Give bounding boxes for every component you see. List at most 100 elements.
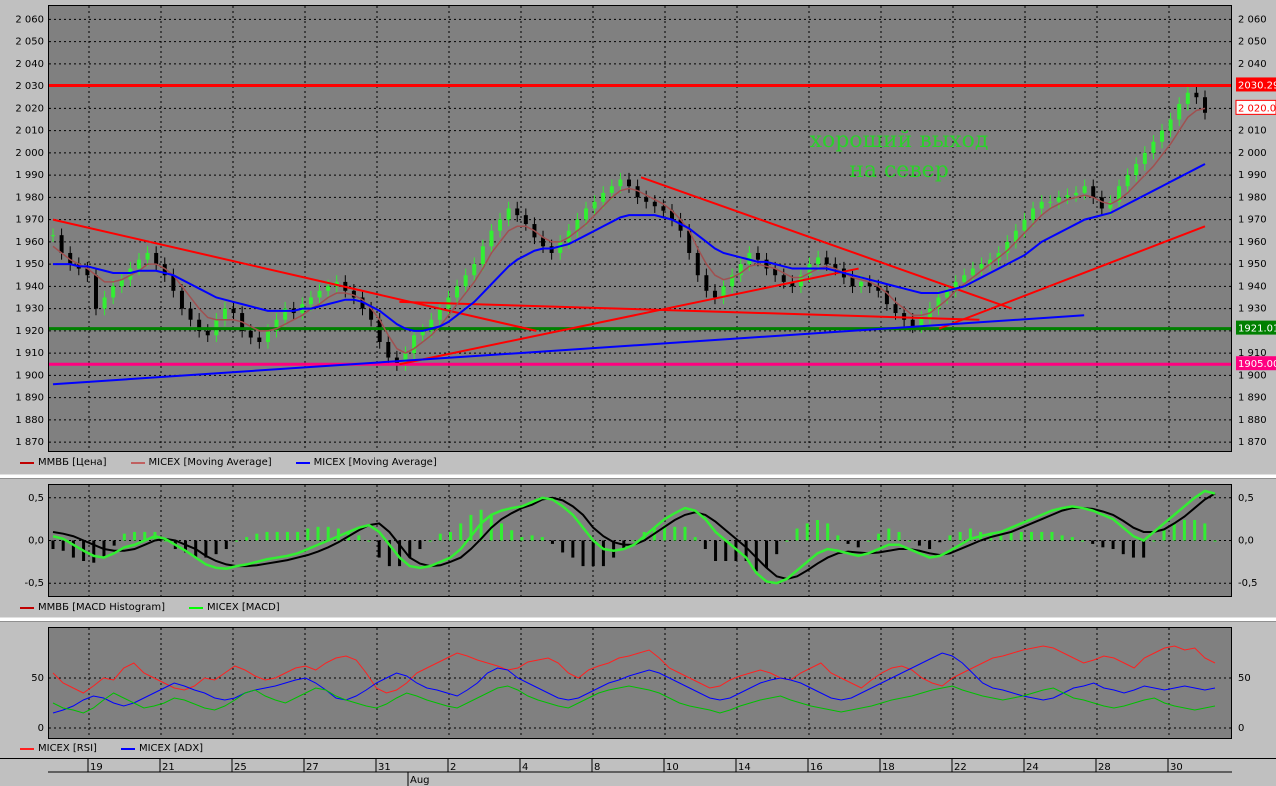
- x-tick-label: 24: [1026, 762, 1039, 773]
- price-tag-label: 1905.00: [1238, 359, 1276, 370]
- macd-histogram-bar: [306, 528, 310, 541]
- candle-body: [1056, 197, 1061, 202]
- candle-body: [248, 330, 253, 338]
- candle-body: [644, 197, 649, 202]
- candle-body: [807, 264, 812, 276]
- macd-histogram-bar: [234, 540, 238, 542]
- macd-histogram-bar: [866, 540, 870, 542]
- candle-body: [222, 308, 227, 320]
- trend-line: [52, 218, 537, 332]
- macd-histogram-bar: [601, 540, 605, 567]
- candle-body: [317, 290, 322, 298]
- macd-histogram-bar: [1152, 540, 1156, 542]
- x-tick-label: 27: [306, 762, 319, 773]
- legend-label: MICEX [ADX]: [138, 743, 204, 754]
- candle-body: [1082, 186, 1087, 193]
- macd-histogram-bar: [815, 520, 819, 541]
- candle-body: [1048, 201, 1053, 203]
- annotation-line-2: на север: [849, 158, 949, 183]
- macd-histogram-bar: [612, 540, 616, 558]
- macd-plot[interactable]: [48, 484, 1232, 597]
- macd-histogram-bar: [296, 531, 300, 541]
- candle-body: [592, 201, 597, 209]
- candle-body: [1168, 119, 1173, 131]
- candle-body: [506, 208, 511, 220]
- time-axis[interactable]: 19 21 25 27 31 2 4 8 10 14 16 18 22 24 28 30 Aug: [0, 758, 1276, 786]
- rsi-plot[interactable]: [48, 627, 1232, 739]
- macd-histogram-bar: [224, 540, 228, 550]
- candle-body: [171, 275, 176, 291]
- candle-body: [687, 230, 692, 253]
- price-plot[interactable]: хороший выход на север: [48, 5, 1232, 452]
- macd-histogram-bar: [1142, 540, 1146, 558]
- panel-separator[interactable]: [0, 617, 1276, 622]
- candle-body: [910, 319, 915, 327]
- legend-swatch: [20, 461, 34, 464]
- candle-body: [755, 252, 760, 260]
- macd-histogram-bar: [387, 540, 391, 567]
- y-tick-label: 2 060: [1238, 14, 1267, 25]
- macd-histogram-bar: [540, 537, 544, 541]
- candle-body: [68, 252, 73, 265]
- candle-body: [945, 290, 950, 298]
- y-tick-label: 1 960: [15, 237, 44, 248]
- y-tick-label: 2 010: [15, 126, 44, 137]
- candle-body: [747, 252, 752, 265]
- candle-body: [867, 281, 872, 287]
- y-tick-label: 2 000: [15, 148, 44, 159]
- macd-y-axis-right: 0,5 0,0 -0,5: [1238, 493, 1258, 589]
- macd-histogram-bar: [785, 540, 789, 542]
- macd-histogram-bar: [897, 531, 901, 541]
- y-tick-label: 2 000: [1238, 148, 1267, 159]
- y-tick-label: 2 060: [15, 14, 44, 25]
- price-tag-label: 2030.29: [1238, 80, 1276, 91]
- macd-histogram-bar: [744, 540, 748, 561]
- y-tick-label: 1 970: [15, 215, 44, 226]
- price-tag: [1236, 356, 1276, 371]
- macd-histogram-bar: [71, 540, 75, 558]
- macd-histogram-bar: [907, 540, 911, 542]
- y-tick-label: 1 960: [1238, 237, 1267, 248]
- legend-item-ma-short: MICEX [Moving Average]: [130, 457, 272, 468]
- macd-histogram-bar: [499, 523, 503, 541]
- candle-body: [515, 208, 520, 216]
- macd-histogram-bar: [877, 533, 881, 541]
- candle-body: [669, 210, 674, 220]
- macd-histogram-bar: [418, 540, 422, 550]
- candle-body: [936, 297, 941, 309]
- panel-separator[interactable]: [0, 474, 1276, 479]
- legend-label: MICEX [Moving Average]: [313, 457, 437, 468]
- macd-histogram-bar: [581, 540, 585, 567]
- x-tick-label: 2: [450, 762, 456, 773]
- candle-body: [523, 215, 528, 225]
- macd-histogram-bar: [856, 540, 860, 548]
- macd-histogram-bar: [1050, 531, 1054, 541]
- candle-body: [1022, 219, 1027, 231]
- price-tag: [1236, 320, 1276, 335]
- x-tick-label: 21: [162, 762, 175, 773]
- candle-body: [265, 330, 270, 342]
- candle-body: [730, 275, 735, 287]
- candle-body: [369, 308, 374, 320]
- x-tick-label: 31: [378, 762, 391, 773]
- rsi-y-axis-left: 50 0: [31, 673, 44, 734]
- macd-legend: ММВБ [MACD Histogram] MICEX [MACD]: [20, 602, 298, 613]
- candle-body: [721, 286, 726, 298]
- y-tick-label: 1 870: [1238, 437, 1267, 448]
- candle-body: [111, 286, 116, 298]
- macd-histogram-bar: [663, 525, 667, 541]
- ma-long-line: [53, 163, 1206, 332]
- macd-histogram-bar: [449, 531, 453, 541]
- y-tick-label: 0: [38, 723, 44, 734]
- candle-body: [179, 290, 184, 309]
- ma-short-line: [52, 107, 1206, 354]
- y-tick-label: 1 980: [1238, 192, 1267, 203]
- macd-histogram-bar: [530, 535, 534, 541]
- y-tick-label: 2 030: [15, 81, 44, 92]
- indicator-line-0: [52, 645, 1216, 694]
- macd-histogram-bar: [112, 540, 116, 546]
- macd-histogram-bar: [265, 531, 269, 541]
- price-y-axis-left: 2 060 2 050 2 040 2 030 2 020 2 010 2 000 1 990…: [15, 14, 44, 448]
- x-tick-label: 28: [1098, 762, 1111, 773]
- macd-line: [52, 489, 1216, 585]
